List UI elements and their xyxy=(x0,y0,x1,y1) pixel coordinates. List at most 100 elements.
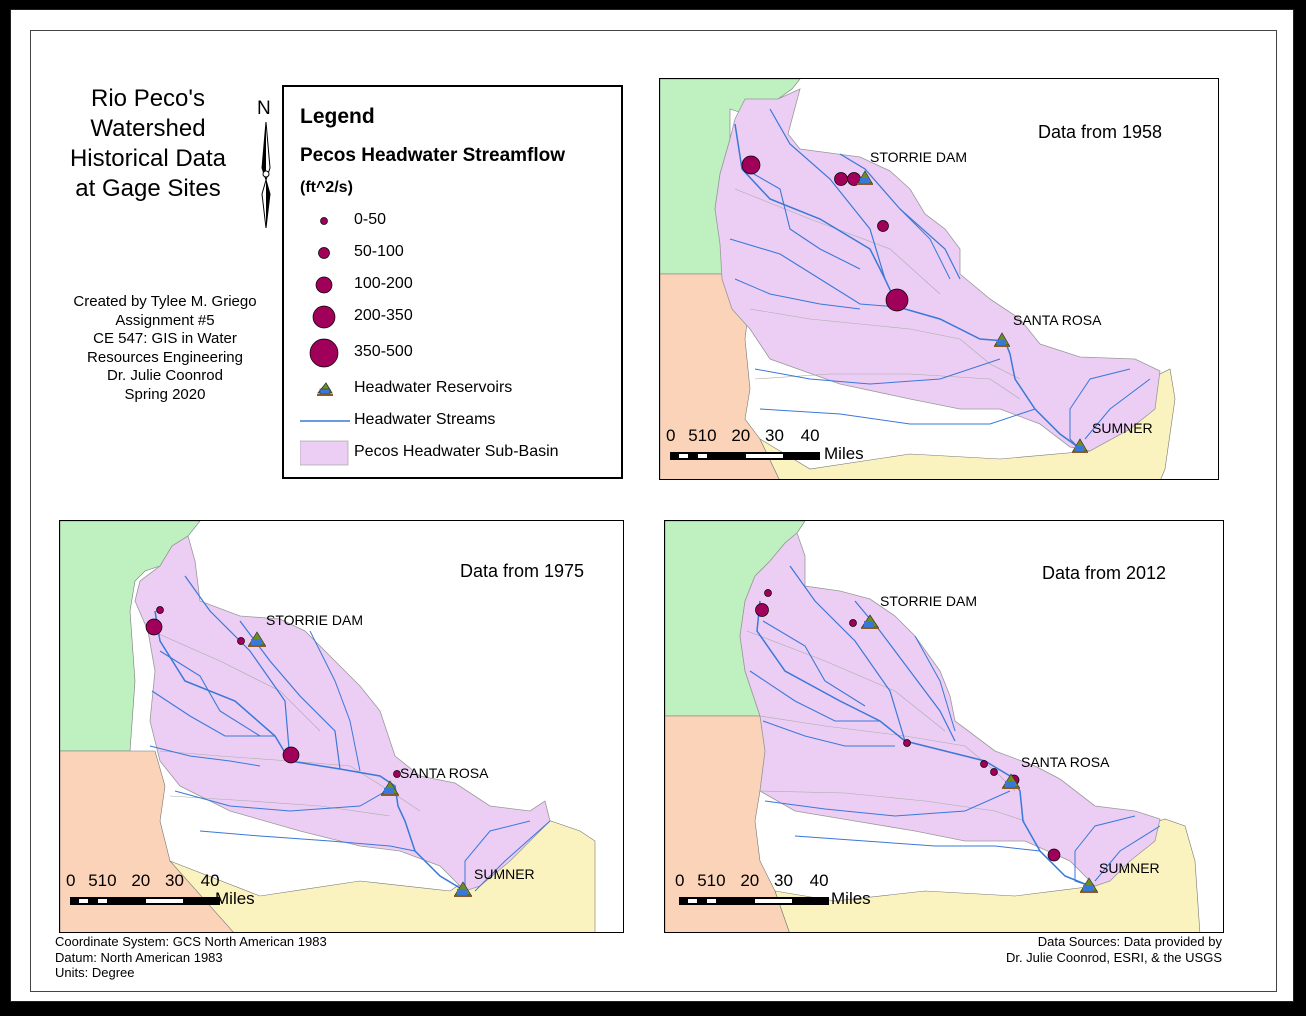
footer-line: Coordinate System: GCS North American 19… xyxy=(55,934,327,949)
scale-tick: 40 xyxy=(200,871,220,890)
scale-tick: 0 xyxy=(666,426,676,445)
gage-symbol-xl-icon xyxy=(309,338,339,368)
scale-tick: 20 xyxy=(731,426,751,445)
scale-tick: 5 xyxy=(688,426,698,445)
legend-label: Headwater Streams xyxy=(354,411,496,428)
legend-label: 0-50 xyxy=(354,211,387,228)
gage-symbol-m-icon xyxy=(315,276,333,294)
map-frame-2012: Data from 2012 STORRIE DAM SANTA ROSA SU… xyxy=(664,520,1224,933)
map-frame-1958: Data from 1958 STORRIE DAM SANTA ROSA SU… xyxy=(659,78,1219,480)
scale-bar-labels: 0 510 20 30 40 xyxy=(666,426,820,446)
reservoir-icon xyxy=(1002,773,1020,789)
legend-label: 100-200 xyxy=(354,275,413,292)
coordinate-info: Coordinate System: GCS North American 19… xyxy=(55,934,327,981)
reservoir-icon xyxy=(317,382,333,396)
scale-tick: 40 xyxy=(809,871,829,890)
data-sources: Data Sources: Data provided by Dr. Julie… xyxy=(1006,934,1222,965)
scale-tick: 30 xyxy=(764,426,784,445)
scale-unit: Miles xyxy=(215,889,255,908)
map-year-label: Data from 1958 xyxy=(1038,122,1163,142)
legend-item-class-3: 100-200 xyxy=(284,271,614,299)
legend-item-streams: Headwater Streams xyxy=(284,407,614,435)
site-label: STORRIE DAM xyxy=(880,593,977,609)
legend-label: 350-500 xyxy=(354,343,413,360)
legend-label: Headwater Reservoirs xyxy=(354,379,513,396)
legend: Legend Pecos Headwater Streamflow (ft^2/… xyxy=(282,85,623,479)
gage-symbol-xs-icon xyxy=(320,217,328,225)
credit-line: Created by Tylee M. Griego xyxy=(73,293,257,310)
scale-tick: 0 xyxy=(675,871,685,890)
map-year-label: Data from 2012 xyxy=(1042,563,1167,583)
credit-line: Assignment #5 xyxy=(115,311,215,329)
scale-tick: 0 xyxy=(66,871,76,890)
site-label: SANTA ROSA xyxy=(1013,312,1102,328)
title-line: Historical Data xyxy=(69,145,227,172)
subbasin-swatch-icon xyxy=(300,440,349,466)
footer-line: Datum: North American 1983 xyxy=(55,949,223,965)
site-label: SUMNER xyxy=(1092,420,1153,436)
reservoir-icon xyxy=(994,332,1010,347)
legend-item-class-2: 50-100 xyxy=(284,239,614,267)
credit-line: Resources Engineering xyxy=(87,348,243,366)
stream-line-icon xyxy=(300,420,350,422)
neatline xyxy=(30,30,1277,992)
footer-line: Units: Degree xyxy=(55,965,135,980)
title-line: Watershed xyxy=(90,115,206,142)
footer-line: Dr. Julie Coonrod, ESRI, & the USGS xyxy=(1005,949,1222,965)
credit-line: CE 547: GIS in Water xyxy=(93,330,237,347)
site-label: SANTA ROSA xyxy=(400,765,489,781)
scale-tick: 20 xyxy=(131,871,151,890)
scale-tick: 5 xyxy=(697,871,707,890)
scale-tick: 10 xyxy=(706,871,726,890)
map-canvas-1958 xyxy=(660,79,1176,479)
map-title: Rio Peco's Watershed Historical Data at … xyxy=(48,84,248,204)
legend-item-class-5: 350-500 xyxy=(284,337,614,369)
scale-tick: 20 xyxy=(740,871,760,890)
title-line: Rio Peco's xyxy=(91,85,205,112)
reservoir-icon xyxy=(1080,877,1098,893)
site-label: SUMNER xyxy=(474,866,535,882)
scale-tick: 40 xyxy=(800,426,820,445)
scale-bar xyxy=(670,452,820,460)
credit-line: Dr. Julie Coonrod xyxy=(107,367,223,384)
reservoir-icon xyxy=(1072,438,1088,453)
credit-line: Spring 2020 xyxy=(124,385,206,403)
scale-bar xyxy=(679,897,829,905)
scale-tick: 30 xyxy=(773,871,793,890)
scale-bar xyxy=(70,897,220,905)
scale-bar-labels: 0 510 20 30 40 xyxy=(66,871,220,891)
gage-symbol-l-icon xyxy=(312,305,336,329)
scale-tick: 10 xyxy=(97,871,117,890)
legend-item-reservoirs: Headwater Reservoirs xyxy=(284,375,614,403)
site-label: SUMNER xyxy=(1099,860,1160,876)
legend-unit: (ft^2/s) xyxy=(300,179,353,196)
reservoir-icon xyxy=(861,614,879,629)
title-line: at Gage Sites xyxy=(75,175,221,202)
scale-unit: Miles xyxy=(824,444,864,463)
north-label: N xyxy=(257,98,271,119)
legend-label: Pecos Headwater Sub-Basin xyxy=(354,443,559,460)
scale-tick: 30 xyxy=(164,871,184,890)
map-frame-1975: Data from 1975 STORRIE DAM SANTA ROSA SU… xyxy=(59,520,624,933)
reservoir-icon xyxy=(381,780,399,796)
reservoir-icon xyxy=(857,170,873,185)
legend-item-class-4: 200-350 xyxy=(284,303,614,331)
map-canvas-1975 xyxy=(60,521,596,932)
site-label: STORRIE DAM xyxy=(266,612,363,628)
legend-item-subbasin: Pecos Headwater Sub-Basin xyxy=(284,439,614,467)
scale-tick: 10 xyxy=(697,426,717,445)
legend-title: Legend xyxy=(300,105,375,128)
legend-item-class-1: 0-50 xyxy=(284,207,614,235)
scale-bar-labels: 0 510 20 30 40 xyxy=(675,871,829,891)
site-label: STORRIE DAM xyxy=(870,149,967,165)
legend-subtitle: Pecos Headwater Streamflow xyxy=(300,145,566,166)
footer-line: Data Sources: Data provided by xyxy=(1037,934,1222,949)
map-year-label: Data from 1975 xyxy=(460,561,585,581)
gage-symbol-s-icon xyxy=(318,247,330,259)
scale-unit: Miles xyxy=(831,889,871,908)
reservoir-icon xyxy=(248,631,266,647)
reservoir-icon xyxy=(454,881,472,897)
credits: Created by Tylee M. Griego Assignment #5… xyxy=(40,293,290,404)
scale-tick: 5 xyxy=(88,871,98,890)
map-canvas-2012 xyxy=(665,521,1201,932)
